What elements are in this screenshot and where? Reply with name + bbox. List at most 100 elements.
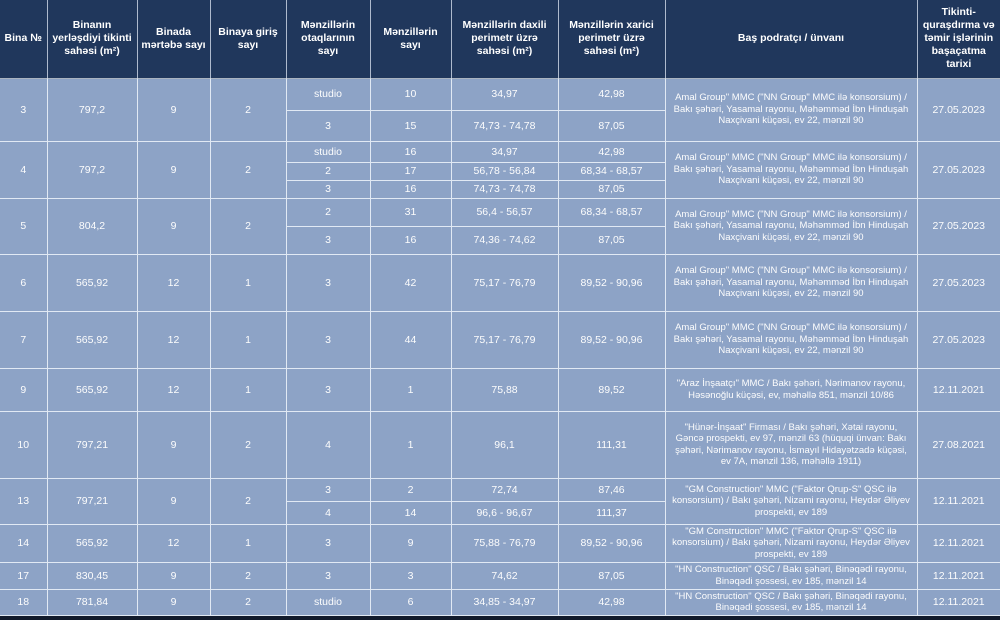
- col-header-room-count: Mənzillərin otaqlarının sayı: [285, 0, 371, 79]
- cell-outer-perimeter-area: 42,98: [557, 140, 666, 163]
- cell-building-no: 6: [0, 253, 48, 312]
- cell-completion-date: 12.11.2021: [916, 367, 1000, 412]
- cell-apartment-count: 6: [369, 588, 452, 616]
- cell-inner-perimeter-area: 75,88: [450, 367, 559, 412]
- cell-outer-perimeter-area: 89,52: [557, 367, 666, 412]
- table-row: 10 797,21 9 2 4 1 96,1 111,31 "Hünər-İnşaat" Fir…: [0, 410, 1000, 479]
- col-header-building-no: Bina №: [0, 0, 48, 79]
- cell-completion-date: 12.11.2021: [916, 477, 1000, 525]
- cell-inner-perimeter-area: 56,78 - 56,84: [450, 161, 559, 181]
- cell-building-no: 14: [0, 523, 48, 563]
- table-row: 9 565,92 12 1 3 1 75,88 89,52 "Araz İnşaatçı" MM…: [0, 367, 1000, 412]
- cell-entrance-count: 1: [209, 253, 287, 312]
- cell-floor-count: 9: [136, 561, 211, 590]
- cell-apartment-count: 44: [369, 310, 452, 369]
- col-header-floor-count: Binada mərtəbə sayı: [136, 0, 211, 79]
- cell-construction-area: 797,2: [46, 77, 138, 142]
- cell-floor-count: 9: [136, 77, 211, 142]
- cell-apartment-count: 31: [369, 197, 452, 227]
- cell-contractor: Amal Group" MMC ("NN Group" MMC ilə kons…: [664, 140, 918, 199]
- cell-contractor: Amal Group" MMC ("NN Group" MMC ilə kons…: [664, 310, 918, 369]
- cell-outer-perimeter-area: 42,98: [557, 588, 666, 616]
- table-row: 7 565,92 12 1 3 44 75,17 - 76,79 89,52 - 90,96 A…: [0, 310, 1000, 369]
- cell-room-count: 3: [285, 253, 371, 312]
- table-row: 13 797,21 9 2 3 2 72,74 87,46 "GM Construction" …: [0, 477, 1000, 525]
- cell-floor-count: 9: [136, 410, 211, 479]
- cell-inner-perimeter-area: 34,97: [450, 77, 559, 111]
- cell-building-no: 9: [0, 367, 48, 412]
- cell-room-count: 2: [285, 197, 371, 227]
- cell-completion-date: 12.11.2021: [916, 561, 1000, 590]
- col-header-inner-perimeter-area: Mənzillərin daxili perimetr üzrə sahəsi …: [450, 0, 559, 79]
- cell-outer-perimeter-area: 89,52 - 90,96: [557, 310, 666, 369]
- cell-contractor: "HN Construction" QSC / Bakı şəhəri, Bin…: [664, 561, 918, 590]
- cell-room-count: 4: [285, 410, 371, 479]
- cell-construction-area: 797,21: [46, 410, 138, 479]
- table-row: 4 797,2 9 2 studio 16 34,97 42,98 Amal Group" MM…: [0, 140, 1000, 199]
- cell-floor-count: 12: [136, 367, 211, 412]
- cell-entrance-count: 2: [209, 140, 287, 199]
- cell-construction-area: 781,84: [46, 588, 138, 616]
- cell-outer-perimeter-area: 89,52 - 90,96: [557, 523, 666, 563]
- cell-apartment-count: 16: [369, 225, 452, 255]
- cell-completion-date: 27.05.2023: [916, 310, 1000, 369]
- cell-floor-count: 12: [136, 523, 211, 563]
- cell-outer-perimeter-area: 111,31: [557, 410, 666, 479]
- cell-entrance-count: 2: [209, 477, 287, 525]
- cell-entrance-count: 2: [209, 561, 287, 590]
- cell-completion-date: 27.05.2023: [916, 77, 1000, 142]
- cell-room-count: 3: [286, 179, 371, 199]
- cell-outer-perimeter-area: 87,05: [557, 179, 665, 199]
- cell-inner-perimeter-area: 75,88 - 76,79: [450, 523, 559, 563]
- col-header-entrance-count: Binaya giriş sayı: [209, 0, 287, 79]
- table-row: 14 565,92 12 1 3 9 75,88 - 76,79 89,52 - 90,96 "…: [0, 523, 1000, 563]
- table-row: 6 565,92 12 1 3 42 75,17 - 76,79 89,52 - 90,96 A…: [0, 253, 1000, 312]
- cell-apartment-count: 3: [369, 561, 452, 590]
- cell-building-no: 7: [0, 310, 48, 369]
- table-row: 3 15 74,73 - 74,78 87,05: [0, 109, 1000, 142]
- cell-apartment-count: 17: [369, 161, 452, 181]
- cell-apartment-count: 10: [369, 77, 452, 111]
- cell-room-count: 3: [285, 310, 371, 369]
- cell-construction-area: 830,45: [46, 561, 138, 590]
- cell-apartment-count: 16: [369, 140, 452, 163]
- cell-room-count: 3: [286, 109, 371, 142]
- cell-floor-count: 12: [136, 310, 211, 369]
- cell-construction-area: 565,92: [46, 523, 138, 563]
- cell-contractor: Amal Group" MMC ("NN Group" MMC ilə kons…: [664, 197, 918, 255]
- cell-outer-perimeter-area: 111,37: [557, 500, 665, 525]
- col-header-outer-perimeter-area: Mənzillərin xarici perimetr üzrə sahəsi …: [557, 0, 666, 79]
- cell-entrance-count: 1: [209, 523, 287, 563]
- cell-outer-perimeter-area: 68,34 - 68,57: [557, 197, 666, 227]
- cell-apartment-count: 16: [369, 179, 452, 199]
- cell-construction-area: 804,2: [46, 197, 138, 255]
- cell-contractor: "HN Construction" QSC / Bakı şəhəri, Bin…: [664, 588, 918, 616]
- cell-building-no: 17: [0, 561, 48, 590]
- cell-construction-area: 565,92: [46, 253, 138, 312]
- table-row: 18 781,84 9 2 studio 6 34,85 - 34,97 42,98 "HN C…: [0, 588, 1000, 616]
- cell-inner-perimeter-area: 74,36 - 74,62: [450, 225, 559, 255]
- cell-floor-count: 9: [136, 477, 211, 525]
- cell-apartment-count: 42: [369, 253, 452, 312]
- cell-building-no: 5: [0, 197, 48, 255]
- cell-contractor: Amal Group" MMC ("NN Group" MMC ilə kons…: [664, 253, 918, 312]
- cell-inner-perimeter-area: 72,74: [450, 477, 559, 502]
- col-header-contractor: Baş podratçı / ünvanı: [664, 0, 918, 79]
- cell-outer-perimeter-area: 87,46: [557, 477, 666, 502]
- cell-floor-count: 9: [136, 588, 211, 616]
- cell-contractor: "GM Construction" MMC ("Faktor Qrup-S" Q…: [664, 523, 918, 563]
- cell-completion-date: 27.05.2023: [916, 253, 1000, 312]
- cell-inner-perimeter-area: 96,6 - 96,67: [450, 500, 559, 525]
- cell-entrance-count: 2: [209, 410, 287, 479]
- cell-entrance-count: 2: [209, 197, 287, 255]
- cell-floor-count: 9: [136, 140, 211, 199]
- cell-contractor: Amal Group" MMC ("NN Group" MMC ilə kons…: [664, 77, 918, 142]
- cell-contractor: "Hünər-İnşaat" Firması / Bakı şəhəri, Xə…: [664, 410, 918, 479]
- cell-room-count: 3: [285, 523, 371, 563]
- cell-inner-perimeter-area: 34,85 - 34,97: [450, 588, 559, 616]
- cell-contractor: "GM Construction" MMC ("Faktor Qrup-S" Q…: [664, 477, 918, 525]
- cell-apartment-count: 2: [369, 477, 452, 502]
- cell-inner-perimeter-area: 75,17 - 76,79: [450, 310, 559, 369]
- cell-outer-perimeter-area: 87,05: [557, 225, 665, 255]
